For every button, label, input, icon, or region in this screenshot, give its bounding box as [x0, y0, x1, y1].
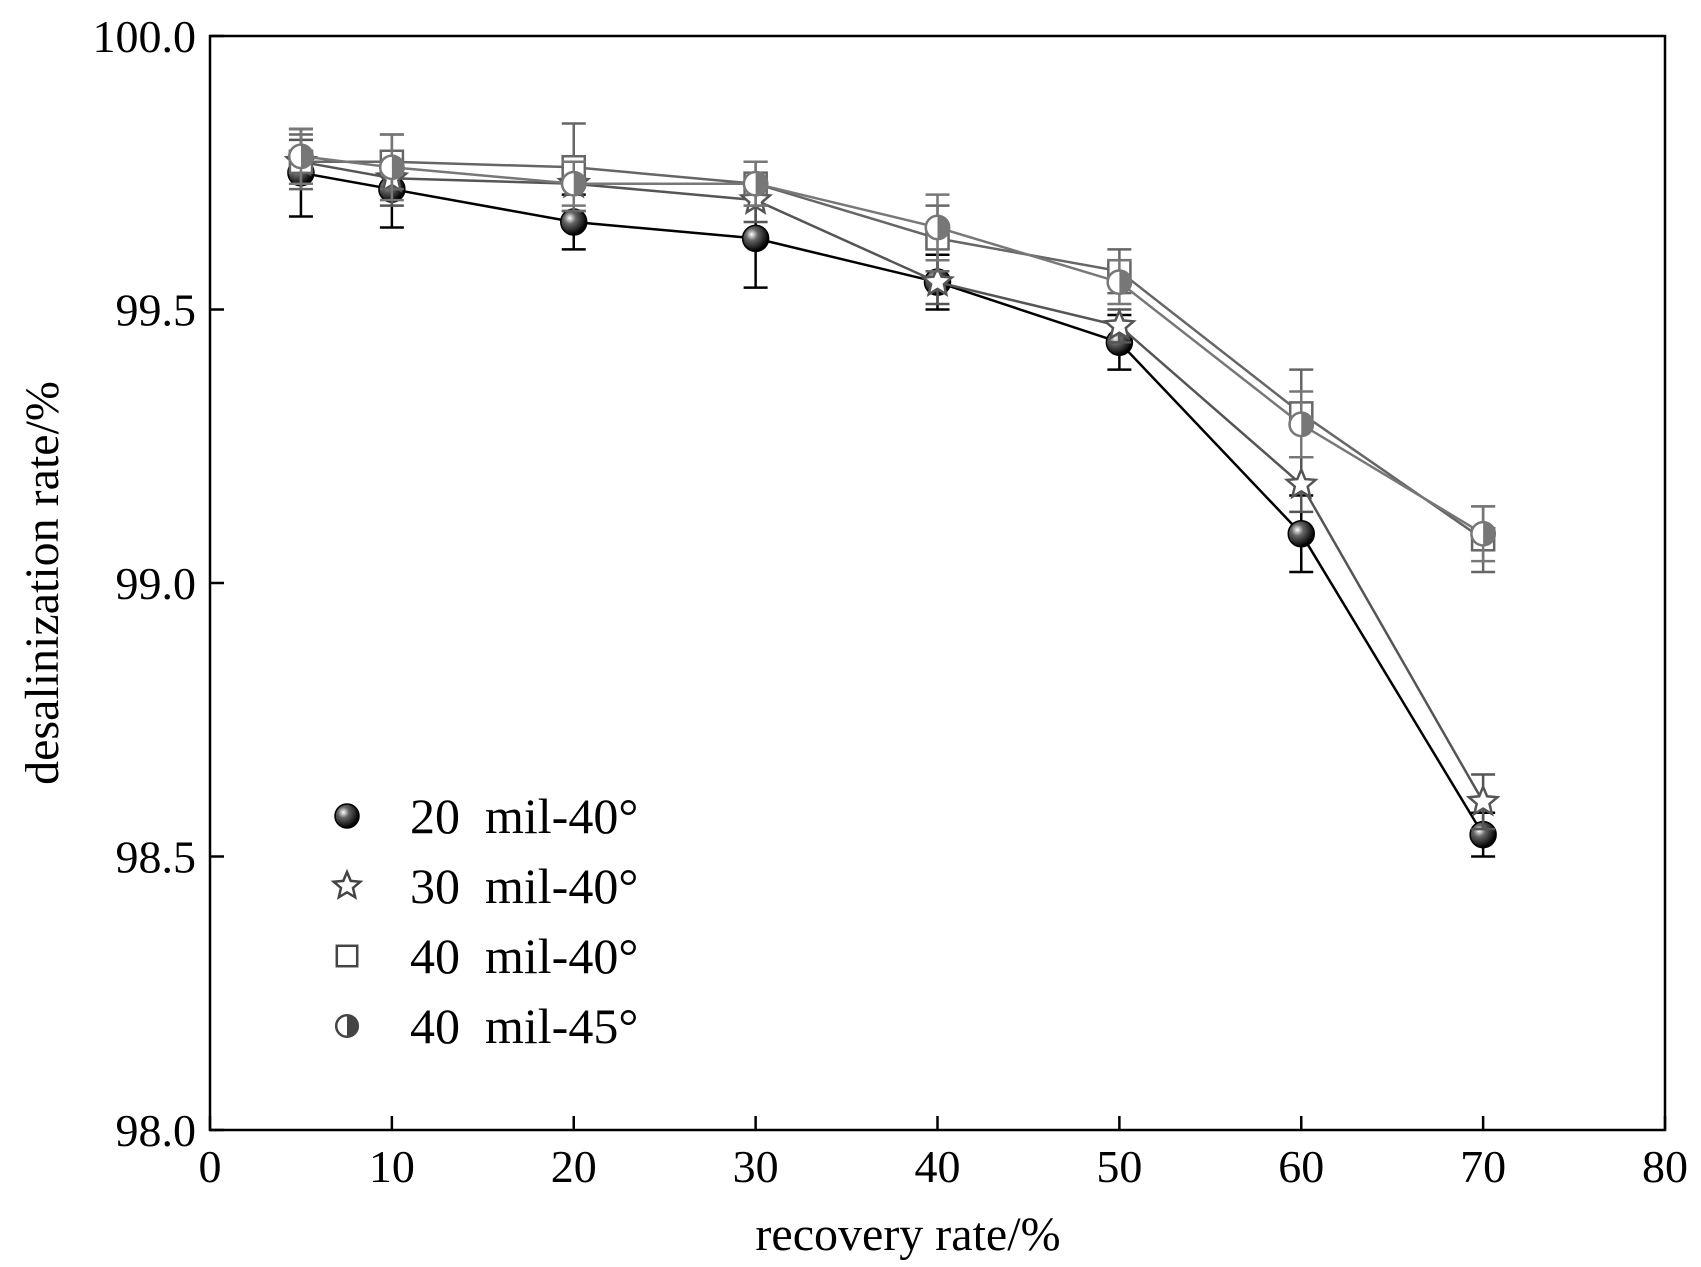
marker-open-star — [330, 868, 364, 900]
marker-half-fill — [391, 155, 404, 179]
y-axis-ticks: 98.0 98.5 99.0 99.5 100.0 — [93, 11, 224, 1156]
x-tick-label: 80 — [1642, 1141, 1688, 1192]
marker-open-star — [920, 263, 955, 297]
x-axis-ticks: 0 10 20 30 40 50 60 70 80 — [199, 1116, 1688, 1192]
legend-item: 40 mil-40° — [335, 928, 638, 984]
x-tick-label: 30 — [733, 1141, 779, 1192]
marker-filled-sphere — [741, 224, 770, 253]
legend: 20 mil-40° 30 mil-40° 40 mil-40° 40 mil-45° — [330, 788, 638, 1054]
marker-half-fill — [300, 144, 313, 169]
marker-half-fill — [1119, 270, 1132, 294]
marker-filled-sphere — [334, 803, 360, 829]
legend-label: 20 mil-40° — [410, 788, 638, 844]
y-tick-label: 98.5 — [116, 832, 197, 883]
series-4 — [287, 127, 1497, 563]
marker-half-fill — [573, 171, 586, 196]
marker-half-fill — [1301, 412, 1313, 437]
x-tick-label: 60 — [1278, 1141, 1324, 1192]
y-tick-label: 99.0 — [116, 558, 197, 609]
marker-half-fill — [937, 215, 950, 240]
y-tick-label: 100.0 — [93, 11, 197, 62]
x-tick-label: 0 — [199, 1141, 222, 1192]
series-1 — [287, 127, 1497, 858]
x-tick-label: 10 — [369, 1141, 415, 1192]
marker-half-fill — [755, 171, 768, 196]
x-tick-label: 70 — [1460, 1141, 1506, 1192]
marker-half-fill — [347, 1015, 358, 1037]
y-axis-title: desalinization rate/% — [16, 381, 69, 785]
series-line — [300, 155, 1484, 535]
marker-filled-sphere — [1287, 520, 1315, 548]
legend-label: 30 mil-40° — [410, 858, 638, 914]
marker-filled-sphere — [560, 208, 588, 236]
marker-open-star — [1283, 466, 1319, 500]
x-tick-label: 20 — [551, 1141, 597, 1192]
series-layer — [283, 122, 1501, 858]
legend-item: 20 mil-40° — [334, 788, 638, 844]
y-tick-label: 99.5 — [116, 285, 197, 336]
marker-half-fill — [1483, 522, 1495, 546]
legend-item: 40 mil-45° — [334, 998, 638, 1054]
marker-open-square — [335, 944, 359, 968]
series-2 — [283, 138, 1501, 831]
x-tick-label: 40 — [915, 1141, 961, 1192]
series-line — [300, 160, 1485, 803]
marker-open-star — [1102, 307, 1137, 341]
legend-label: 40 mil-40° — [410, 928, 638, 984]
legend-item: 30 mil-40° — [330, 858, 638, 914]
x-tick-label: 50 — [1096, 1141, 1142, 1192]
marker-open-star — [1465, 783, 1501, 817]
series-line — [300, 160, 1484, 541]
x-axis-title: recovery rate/% — [755, 1208, 1060, 1261]
y-tick-label: 98.0 — [116, 1105, 197, 1156]
series-line — [300, 171, 1485, 836]
legend-label: 40 mil-45° — [410, 998, 638, 1054]
